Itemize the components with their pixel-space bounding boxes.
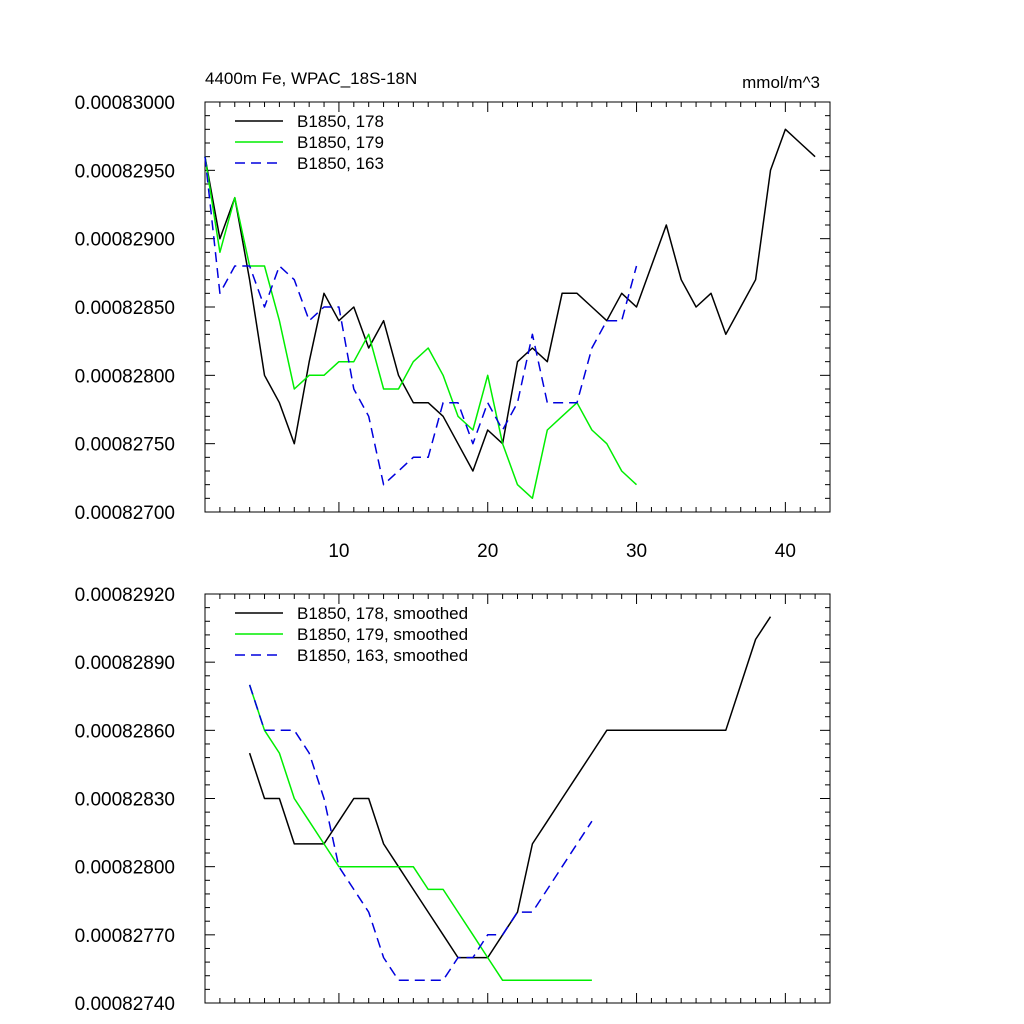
y-tick-label: 0.00082890 [75, 653, 175, 674]
y-tick-label: 0.00083000 [75, 93, 175, 114]
series-line-2 [204, 156, 638, 500]
legend-label-1: B1850, 178 [297, 112, 384, 131]
y-tick-label: 0.00082850 [75, 298, 175, 319]
y-tick-label: 0.00082860 [75, 721, 175, 742]
series-line-1 [248, 616, 772, 959]
top-panel: 10 20 30 40 0.00082700 0.00082750 0.00082800 0.… [75, 69, 831, 562]
y-tick-label: 0.00082800 [75, 366, 175, 387]
y-tick-label: 0.00082740 [75, 994, 175, 1015]
y-tick-label: 0.00082950 [75, 161, 175, 182]
x-tick-label: 30 [626, 541, 647, 562]
chart-title: 4400m Fe, WPAC_18S-18N [205, 69, 417, 88]
y-tick-label: 0.00082830 [75, 790, 175, 811]
bottom-panel: 0.00082740 0.00082770 0.00082800 0.00082830… [75, 585, 831, 1015]
legend-label-2: B1850, 179 [297, 133, 384, 152]
series-line-3 [248, 684, 593, 982]
x-tick-label: 10 [328, 541, 349, 562]
units-label: mmol/m^3 [742, 73, 820, 92]
x-tick-label: 40 [775, 541, 796, 562]
x-tick-label: 20 [477, 541, 498, 562]
legend-label-3: B1850, 163 [297, 154, 384, 173]
y-tick-label: 0.00082770 [75, 926, 175, 947]
series-line-3 [204, 156, 638, 486]
y-tick-label: 0.00082900 [75, 230, 175, 251]
y-tick-label: 0.00082800 [75, 858, 175, 879]
legend-label-3: B1850, 163, smoothed [297, 646, 468, 665]
legend-label-2: B1850, 179, smoothed [297, 625, 468, 644]
y-tick-label: 0.00082700 [75, 503, 175, 524]
y-tick-label: 0.00082750 [75, 435, 175, 456]
series-line-1 [204, 128, 816, 472]
series-line-2 [248, 684, 592, 982]
legend-label-1: B1850, 178, smoothed [297, 604, 468, 623]
y-tick-label: 0.00082920 [75, 585, 175, 606]
